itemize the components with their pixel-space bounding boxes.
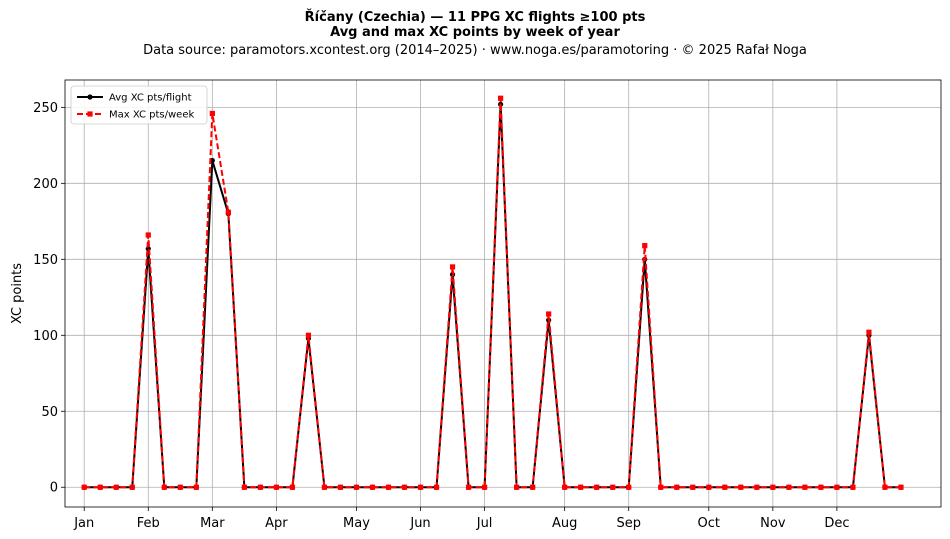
data-point [289, 484, 296, 490]
data-point [401, 484, 408, 490]
data-point [481, 484, 488, 490]
series-line [84, 97, 901, 489]
data-point [161, 484, 167, 490]
data-point [898, 484, 904, 490]
chart-title: Říčany (Czechia) — 11 PPG XC flights ≥10… [304, 10, 646, 25]
x-tick-label: Nov [760, 516, 786, 531]
chart-subtitle: Data source: paramotors.xcontest.org (20… [143, 43, 807, 58]
data-point [193, 484, 199, 490]
y-tick-label: 200 [33, 177, 58, 192]
data-point [81, 484, 87, 490]
x-tick-label: Sep [616, 516, 641, 531]
data-point [433, 484, 440, 490]
data-point [706, 484, 712, 490]
data-point [674, 484, 680, 490]
data-point [594, 484, 600, 490]
x-tick-label: Mar [200, 516, 225, 531]
data-point [626, 484, 632, 490]
x-tick-label: Jul [476, 516, 493, 531]
data-point [546, 311, 552, 317]
data-point [610, 484, 616, 490]
data-point [209, 110, 215, 117]
data-point [145, 232, 151, 238]
data-point [786, 484, 792, 490]
y-axis-label: XC points [10, 263, 25, 324]
data-point [129, 484, 135, 490]
data-point [770, 484, 776, 490]
x-tick-label: Aug [552, 516, 577, 531]
data-point [578, 484, 584, 490]
data-point [658, 484, 664, 490]
data-point [113, 484, 119, 490]
data-point [225, 209, 231, 215]
data-point [449, 264, 456, 270]
data-point [850, 484, 856, 490]
data-point [802, 484, 808, 490]
chart-title-line2: Avg and max XC points by week of year [330, 25, 620, 40]
y-tick-label: 100 [33, 329, 58, 344]
legend-marker [87, 111, 93, 117]
data-point [497, 95, 504, 101]
x-tick-label: Feb [137, 516, 160, 531]
data-point [818, 484, 824, 490]
data-point [882, 484, 888, 490]
plot-frame [64, 79, 942, 508]
data-point [305, 332, 312, 338]
legend: Avg XC pts/flight Max XC pts/week [70, 85, 208, 125]
data-point [722, 484, 728, 490]
data-point [866, 329, 872, 335]
x-tick-label: May [343, 516, 370, 531]
data-point [738, 484, 744, 490]
title-block: Říčany (Czechia) — 11 PPG XC flights ≥10… [0, 10, 950, 59]
data-point [385, 484, 392, 490]
data-point [514, 484, 520, 490]
data-point [97, 484, 103, 490]
data-point [241, 484, 247, 490]
x-tick-label: Oct [698, 516, 720, 531]
x-tick-label: Apr [265, 516, 288, 531]
data-point [417, 484, 424, 490]
data-point [530, 484, 536, 490]
axes: Jan Feb Mar Apr May Jun Jul Aug Sep Oct Nov Dec 0 50 1… [10, 79, 942, 531]
y-tick-label: 50 [41, 405, 58, 420]
y-tick-label: 250 [33, 101, 58, 116]
data-point [177, 484, 183, 490]
x-tick-label: Dec [824, 516, 849, 531]
legend-label: Avg XC pts/flight [109, 93, 192, 104]
x-tick-label: Jun [409, 516, 430, 531]
series-2 [81, 95, 904, 490]
data-point [562, 484, 568, 490]
y-tick-label: 0 [50, 481, 58, 496]
data-point [834, 484, 840, 490]
data-point [353, 484, 360, 490]
data-point [321, 484, 328, 490]
legend-box [70, 85, 208, 125]
data-point [337, 484, 344, 490]
legend-label: Max XC pts/week [109, 110, 194, 121]
y-tick-label: 150 [33, 253, 58, 268]
data-point [465, 484, 472, 490]
x-tick-label: Jan [73, 516, 94, 531]
data-point [690, 484, 696, 490]
data-point [273, 484, 279, 490]
data-point [642, 243, 648, 249]
data-point [257, 484, 263, 490]
series-layer [81, 95, 904, 490]
data-point [754, 484, 760, 490]
data-point [369, 484, 376, 490]
legend-marker [87, 94, 93, 100]
grid [65, 80, 941, 507]
